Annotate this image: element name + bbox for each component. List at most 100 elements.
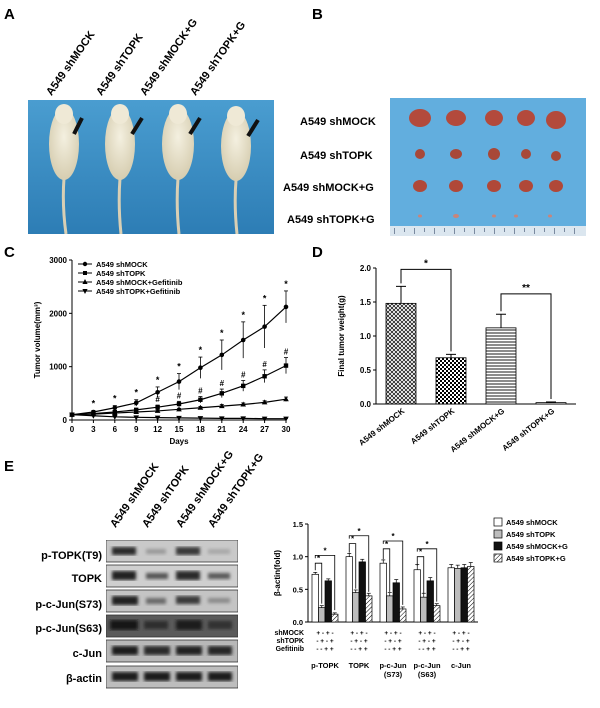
significance-star: *: [425, 540, 429, 549]
data-point: [197, 404, 204, 410]
significance-bracket: [416, 548, 438, 602]
y-tick-label: 1.0: [293, 553, 303, 562]
y-tick-label: 2000: [49, 309, 67, 318]
significance-hash: #: [284, 348, 289, 357]
significance-star: *: [241, 310, 245, 320]
condition-signs: + - + -: [452, 630, 469, 637]
y-tick-label: 1.0: [360, 332, 372, 341]
legend-marker: [83, 271, 87, 275]
data-point: [219, 352, 225, 358]
tumor-row-label-4: A549 shTOPK+G: [287, 214, 375, 226]
bar: [385, 302, 417, 405]
bar: [454, 568, 462, 623]
significance-bracket: [382, 548, 391, 592]
category-label: A549 shMOCK: [357, 406, 406, 447]
condition-signs: - - + +: [418, 646, 436, 653]
legend-label: A549 shTOPK: [96, 269, 146, 278]
y-tick-label: 1.5: [360, 298, 372, 307]
blot-quantification-chart: 0.00.51.01.5β-actin(fold) **+ - + -- + - …: [273, 517, 568, 679]
significance-bracket: [348, 543, 357, 589]
blot-label-beta-actin: β-actin: [65, 673, 102, 685]
bar: [485, 327, 517, 405]
data-point: [240, 337, 246, 343]
y-tick-label: 0: [63, 416, 68, 425]
data-point: [283, 396, 289, 402]
data-point: [262, 324, 267, 329]
bar: [345, 556, 353, 623]
legend-marker: [82, 279, 88, 284]
group-label: p-c-Jun: [379, 661, 407, 670]
bar: [460, 567, 468, 623]
bar: [379, 562, 387, 623]
y-tick-label: 3000: [49, 256, 67, 265]
category-label: A549 shMOCK+G: [449, 406, 507, 454]
tumor-row-label-3: A549 shMOCK+G: [283, 182, 374, 194]
bar: [386, 595, 394, 623]
significance-star: *: [323, 546, 327, 555]
legend-swatch: [493, 553, 503, 563]
data-point: [283, 363, 289, 368]
legend-label: A549 shMOCK: [96, 260, 148, 269]
bar: [426, 580, 434, 623]
data-point: [90, 413, 97, 419]
data-point: [198, 365, 203, 371]
legend-label: A549 shTOPK: [506, 530, 556, 539]
category-label: A549 shTOPK+G: [501, 406, 557, 452]
data-point: [261, 416, 268, 422]
x-tick-label: 9: [134, 425, 139, 434]
y-tick-label: 1000: [49, 363, 67, 372]
condition-signs: + - + -: [384, 630, 401, 637]
y-tick-label: 0.0: [293, 618, 303, 627]
blot-label-ptopk: p-TOPK(T9): [41, 550, 102, 562]
data-point: [133, 400, 139, 406]
condition-signs: + - + -: [350, 630, 367, 637]
legend-marker: [82, 261, 88, 267]
tumor-row-label-1: A549 shMOCK: [300, 116, 376, 128]
significance-star: *: [351, 535, 355, 544]
data-point: [154, 415, 161, 421]
bar: [433, 605, 441, 623]
condition-signs: + - + -: [316, 630, 333, 637]
blot-label-cjun: c-Jun: [72, 648, 102, 660]
legend-marker: [82, 289, 88, 294]
data-point: [112, 410, 118, 416]
blot-label-pcjun-s63: p-c-Jun(S63): [35, 623, 102, 635]
condition-signs: - - + +: [384, 646, 402, 653]
y-tick-label: 0.0: [360, 400, 372, 409]
significance-star: *: [391, 532, 395, 541]
legend-swatch: [493, 529, 503, 539]
bar: [331, 613, 339, 623]
group-sublabel: (S73): [384, 670, 403, 679]
condition-label: Gefitinib: [276, 646, 304, 653]
bar: [318, 607, 326, 623]
group-label: p-c-Jun: [413, 661, 441, 670]
blot-label-topk: TOPK: [71, 573, 102, 585]
x-tick-label: 0: [70, 425, 75, 434]
significance-star: *: [385, 540, 389, 549]
x-tick-label: 30: [282, 425, 291, 434]
group-sublabel: (S63): [418, 670, 437, 679]
significance-bracket: [500, 293, 552, 399]
significance-hash: #: [220, 379, 225, 388]
mouse-2: [105, 104, 144, 234]
significance-star: *: [134, 388, 138, 398]
bar: [365, 595, 373, 623]
data-point: [154, 407, 161, 413]
bar: [435, 357, 467, 405]
significance-star: *: [317, 554, 321, 563]
condition-signs: - - + +: [350, 646, 368, 653]
tumor-row-label-2: A549 shTOPK: [300, 150, 373, 162]
x-tick-label: 15: [175, 425, 184, 434]
legend-label: A549 shTOPK+G: [506, 554, 566, 563]
significance-star: *: [156, 375, 160, 385]
data-point: [219, 403, 225, 409]
condition-signs: + - + -: [418, 630, 435, 637]
data-point: [198, 397, 203, 402]
condition-signs: - - + +: [316, 646, 334, 653]
significance-hash: #: [134, 398, 139, 407]
data-point: [261, 399, 268, 405]
bar: [447, 567, 455, 623]
y-axis-label: Tumor volume(mm³): [33, 301, 42, 378]
legend-label: A549 shMOCK: [506, 518, 558, 527]
legend-label: A549 shMOCK+Gefitinib: [96, 278, 183, 287]
